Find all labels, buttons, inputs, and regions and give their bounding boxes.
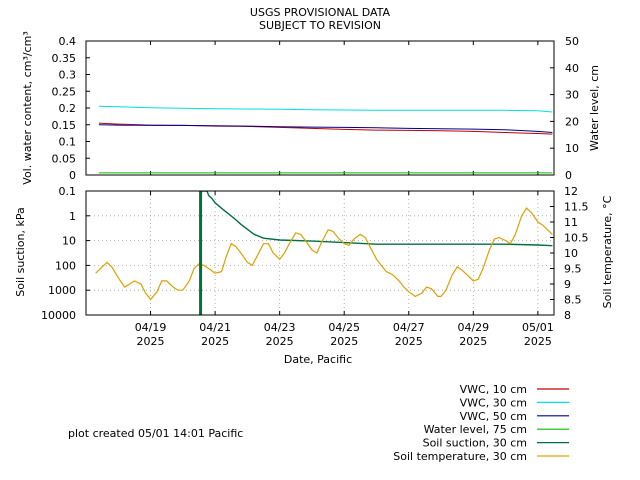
bottom-y2tick-label-0: 8 — [564, 309, 571, 322]
xtick-date-label-3: 04/25 — [328, 321, 360, 334]
bottom-y2tick-label-2: 9 — [564, 278, 571, 291]
bottom-series-line-1 — [95, 207, 553, 301]
legend-label-1: VWC, 30 cm — [460, 396, 527, 409]
top-ytick-label-6: 0.3 — [59, 69, 77, 82]
bottom-frame — [85, 190, 555, 316]
top-ytick-label-2: 0.1 — [59, 136, 77, 149]
top-ylabel: Vol. water content, cm³/cm³ — [21, 31, 34, 184]
top-ytick-label-5: 0.25 — [52, 85, 77, 98]
bottom-ytick-label-0: 0.1 — [59, 185, 77, 198]
bottom-ytick-label-4: 1000 — [48, 284, 76, 297]
bottom-ylabel: Soil suction, kPa — [14, 207, 27, 296]
top-ytick-label-8: 0.4 — [59, 35, 77, 48]
xtick-date-label-5: 04/29 — [457, 321, 489, 334]
xtick-year-label-0: 2025 — [137, 335, 165, 348]
legend-label-0: VWC, 10 cm — [460, 383, 527, 396]
xtick-date-label-0: 04/19 — [135, 321, 167, 334]
top-series-line-0 — [98, 122, 553, 135]
legend-label-2: VWC, 50 cm — [460, 410, 527, 423]
xtick-year-label-4: 2025 — [395, 335, 423, 348]
bottom-y2tick-label-3: 9.5 — [564, 263, 582, 276]
bottom-ytick-label-3: 100 — [55, 259, 76, 272]
xtick-year-label-6: 2025 — [524, 335, 552, 348]
xtick-year-label-2: 2025 — [266, 335, 294, 348]
xtick-year-label-1: 2025 — [201, 335, 229, 348]
bottom-ytick-label-5: 10000 — [41, 309, 76, 322]
bottom-panel: 04/19202504/21202504/23202504/25202504/2… — [41, 185, 589, 348]
top-y2tick-label-0: 0 — [565, 169, 572, 182]
bottom-ytick-label-1: 1 — [69, 210, 76, 223]
top-series-line-2 — [98, 124, 553, 133]
top-y2tick-label-5: 50 — [565, 35, 579, 48]
legend-label-5: Soil temperature, 30 cm — [393, 450, 527, 463]
bottom-series-line-0 — [199, 191, 553, 315]
bottom-y2tick-label-5: 10.5 — [564, 232, 589, 245]
top-y2tick-label-3: 30 — [565, 89, 579, 102]
axis-labels: Vol. water content, cm³/cm³ Water level,… — [14, 31, 614, 366]
top-series-line-1 — [98, 105, 553, 113]
top-ytick-label-3: 0.15 — [52, 119, 77, 132]
top-panel: 0 0.05 0.1 0.15 0.2 0.25 0.3 0.35 0.4 0 10 20 30 40 50 — [52, 35, 580, 182]
bottom-y2tick-label-6: 11 — [564, 216, 578, 229]
xtick-year-label-3: 2025 — [330, 335, 358, 348]
bottom-y2tick-label-4: 10 — [564, 247, 578, 260]
bottom-y2tick-label-8: 12 — [564, 185, 578, 198]
xtick-date-label-6: 05/01 — [522, 321, 554, 334]
bottom-y2tick-label-7: 11.5 — [564, 201, 589, 214]
top-ytick-label-0: 0 — [69, 169, 76, 182]
bottom-y2label: Soil temperature, °C — [601, 195, 614, 308]
bottom-y2tick-label-1: 8.5 — [564, 294, 582, 307]
top-y2tick-label-4: 40 — [565, 62, 579, 75]
xtick-date-label-2: 04/23 — [264, 321, 296, 334]
header-line2: SUBJECT TO REVISION — [259, 19, 381, 32]
top-y2tick-label-1: 10 — [565, 142, 579, 155]
bottom-ytick-label-2: 10 — [62, 235, 76, 248]
top-ytick-label-7: 0.35 — [52, 52, 77, 65]
top-ytick-label-4: 0.2 — [59, 102, 77, 115]
header-line1: USGS PROVISIONAL DATA — [250, 6, 391, 19]
top-y2label: Water level, cm — [588, 65, 601, 151]
xlabel: Date, Pacific — [284, 353, 352, 366]
legend-label-4: Soil suction, 30 cm — [423, 437, 527, 450]
footer-note: plot created 05/01 14:01 Pacific — [68, 427, 243, 440]
xtick-year-label-5: 2025 — [459, 335, 487, 348]
xtick-date-label-1: 04/21 — [199, 321, 231, 334]
legend-label-3: Water level, 75 cm — [424, 423, 527, 436]
top-y2tick-label-2: 20 — [565, 115, 579, 128]
top-frame — [85, 40, 555, 176]
top-ytick-label-1: 0.05 — [52, 152, 77, 165]
xtick-date-label-4: 04/27 — [393, 321, 425, 334]
